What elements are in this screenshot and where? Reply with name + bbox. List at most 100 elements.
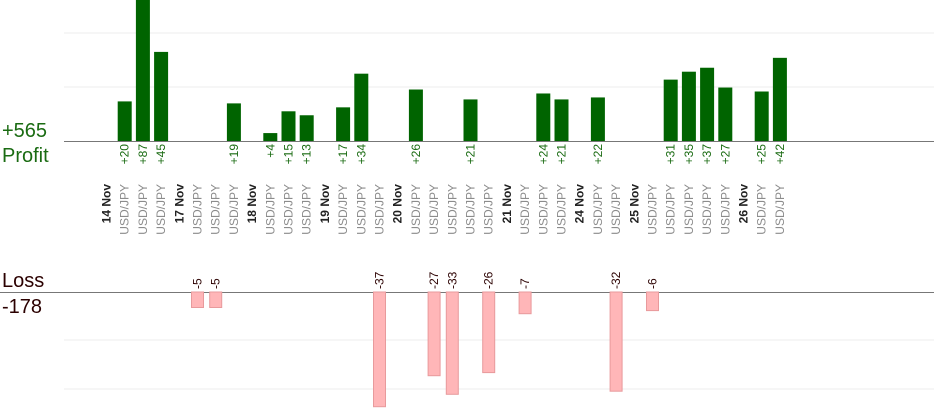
labels: 14 Nov USD/JPY +20 USD/JPY +87 USD/JPY +45 17 N… — [100, 144, 787, 289]
profit-value-label: +22 — [591, 144, 605, 165]
pair-label: USD/JPY — [336, 184, 350, 235]
loss-bar — [191, 291, 204, 308]
profit-value-label: +35 — [682, 144, 696, 165]
pair-label: USD/JPY — [536, 184, 550, 235]
pair-label: USD/JPY — [609, 184, 623, 235]
pair-label: USD/JPY — [118, 184, 132, 235]
profit-bar — [663, 79, 678, 141]
profit-bar — [681, 71, 696, 141]
profit-value-label: +31 — [664, 144, 678, 165]
date-label: 19 Nov — [318, 184, 332, 224]
pair-label: USD/JPY — [682, 184, 696, 235]
loss-bar — [209, 291, 223, 308]
profit-bar — [354, 73, 369, 141]
pair-label: USD/JPY — [282, 184, 296, 235]
date-label: 18 Nov — [245, 184, 259, 224]
profit-bar — [590, 97, 605, 141]
profit-bar — [754, 91, 769, 141]
loss-label: Loss — [2, 270, 44, 292]
profit-value-label: +42 — [773, 144, 787, 165]
profit-bar — [536, 93, 551, 141]
profit-value-label: +45 — [154, 144, 168, 165]
pair-label: USD/JPY — [263, 184, 277, 235]
pair-label: USD/JPY — [445, 184, 459, 235]
profit-bar — [154, 51, 169, 141]
profit-bar — [135, 0, 150, 141]
profit-bar — [299, 115, 314, 141]
profit-bar — [408, 89, 423, 141]
pair-label: USD/JPY — [773, 184, 787, 235]
loss-value-label: -37 — [373, 271, 387, 289]
pair-label: USD/JPY — [664, 184, 678, 235]
pair-label: USD/JPY — [482, 184, 496, 235]
date-label: 26 Nov — [737, 184, 751, 224]
profit-value-label: +15 — [282, 144, 296, 165]
profit-label: Profit — [2, 145, 49, 167]
profit-value-label: +21 — [555, 144, 569, 165]
loss-value-label: -27 — [427, 271, 441, 289]
profit-value-label: +17 — [336, 144, 350, 165]
loss-bar — [373, 291, 386, 408]
pair-label: USD/JPY — [409, 184, 423, 235]
loss-bar — [427, 291, 441, 377]
loss-bar — [445, 291, 459, 395]
profit-bar — [772, 57, 787, 142]
profit-value-label: +25 — [755, 144, 769, 165]
pair-label: USD/JPY — [136, 184, 150, 235]
profit-value-label: +27 — [718, 144, 732, 165]
pair-label: USD/JPY — [755, 184, 769, 235]
pair-label: USD/JPY — [154, 184, 168, 235]
profit-bar — [336, 107, 351, 141]
profit-value-label: +13 — [300, 144, 314, 165]
loss-total: -178 — [2, 296, 42, 318]
profit-bar — [226, 103, 241, 141]
loss-value-label: -26 — [482, 271, 496, 289]
date-label: 20 Nov — [391, 184, 405, 224]
pair-label: USD/JPY — [373, 184, 387, 235]
pair-label: USD/JPY — [555, 184, 569, 235]
date-label: 14 Nov — [100, 184, 114, 224]
pair-label: USD/JPY — [300, 184, 314, 235]
grid-lines — [0, 32, 934, 390]
profit-value-label: +87 — [136, 144, 150, 165]
pair-label: USD/JPY — [464, 184, 478, 235]
pair-label: USD/JPY — [591, 184, 605, 235]
pair-label: USD/JPY — [191, 184, 205, 235]
loss-value-label: -6 — [646, 278, 660, 289]
pair-label: USD/JPY — [354, 184, 368, 235]
pair-label: USD/JPY — [518, 184, 532, 235]
profit-bar — [117, 101, 132, 141]
profit-bar — [263, 133, 278, 141]
pair-label: USD/JPY — [427, 184, 441, 235]
loss-value-label: -5 — [191, 278, 205, 289]
profit-value-label: +34 — [354, 144, 368, 165]
date-label: 21 Nov — [500, 184, 514, 224]
profit-value-label: +26 — [409, 144, 423, 165]
pair-label: USD/JPY — [646, 184, 660, 235]
date-label: 24 Nov — [573, 184, 587, 224]
pair-label: USD/JPY — [209, 184, 223, 235]
loss-bar — [646, 291, 659, 312]
pair-label: USD/JPY — [718, 184, 732, 235]
loss-bar — [482, 291, 496, 374]
loss-value-label: -32 — [609, 271, 623, 289]
date-label: 17 Nov — [172, 184, 186, 224]
loss-bar — [518, 291, 532, 315]
pair-label: USD/JPY — [227, 184, 241, 235]
bars — [117, 0, 787, 408]
loss-value-label: -5 — [209, 278, 223, 289]
profit-total: +565 — [2, 120, 47, 142]
profit-bar — [281, 111, 296, 141]
profit-value-label: +19 — [227, 144, 241, 165]
profit-value-label: +24 — [536, 144, 550, 165]
profit-value-label: +37 — [700, 144, 714, 165]
loss-value-label: -7 — [518, 278, 532, 289]
date-label: 25 Nov — [627, 184, 641, 224]
profit-bar — [718, 87, 733, 141]
profit-value-label: +20 — [118, 144, 132, 165]
profit-bar — [700, 67, 715, 141]
profit-bar — [554, 99, 569, 141]
loss-value-label: -33 — [445, 271, 459, 289]
profit-bar — [463, 99, 478, 141]
